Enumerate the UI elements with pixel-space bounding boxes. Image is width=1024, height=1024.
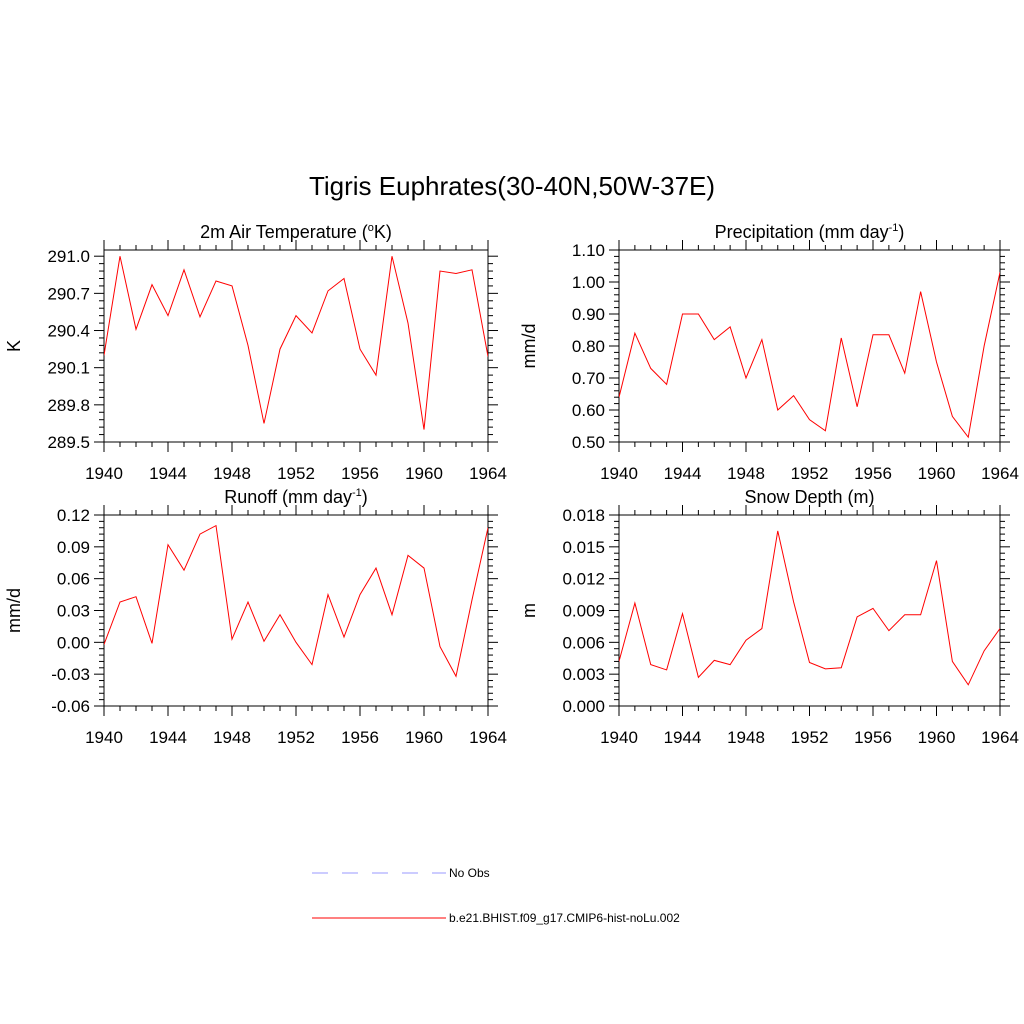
y-tick-label: 0.000 xyxy=(562,697,605,716)
panel-runoff: Runoff (mm day-1) -0.06 -0.03 0.00 0.03 0.06 0… xyxy=(4,487,507,747)
y-tick-label: 290.7 xyxy=(47,284,90,303)
y-tick-label: 290.4 xyxy=(47,322,90,341)
series-line-snow-depth xyxy=(619,530,1000,686)
x-tick-label: 1948 xyxy=(213,464,251,483)
legend-label-no-obs: No Obs xyxy=(449,866,490,880)
x-tick-label: 1952 xyxy=(277,464,315,483)
x-tick-label: 1952 xyxy=(791,728,829,747)
y-tick-label: 0.003 xyxy=(562,665,605,684)
panel-title-part: o xyxy=(368,222,374,234)
x-tick-label: 1944 xyxy=(149,728,187,747)
x-tick-label: 1948 xyxy=(727,464,765,483)
ticks-runoff xyxy=(94,505,498,716)
y-axis-label: K xyxy=(4,340,24,352)
panel-title-part: Runoff (mm day xyxy=(224,487,352,507)
x-tick-label: 1956 xyxy=(854,728,892,747)
y-tick-label: 1.00 xyxy=(572,273,605,292)
plot-frame-snow-depth xyxy=(618,514,1001,707)
panel-title-part: ) xyxy=(898,222,904,242)
figure-title: Tigris Euphrates(30-40N,50W-37E) xyxy=(309,171,715,201)
x-tick-label: 1960 xyxy=(405,728,443,747)
y-tick-label: 0.70 xyxy=(572,369,605,388)
x-tick-label: 1944 xyxy=(664,464,702,483)
y-axis-label: mm/d xyxy=(4,588,24,633)
x-tick-label: 1952 xyxy=(791,464,829,483)
y-tick-label: 0.018 xyxy=(562,506,605,525)
y-tick-label: 1.10 xyxy=(572,241,605,260)
panel-title-part: 2m Air Temperature ( xyxy=(200,222,368,242)
series-line-runoff xyxy=(104,524,488,678)
series-line-temperature xyxy=(104,256,488,430)
y-axis-label: m xyxy=(519,603,539,618)
x-tick-label: 1940 xyxy=(85,464,123,483)
x-tick-label: 1964 xyxy=(981,464,1019,483)
y-tick-label: 0.009 xyxy=(562,602,605,621)
plot-frame-runoff xyxy=(103,514,489,707)
legend-label-run: b.e21.BHIST.f09_g17.CMIP6-hist-noLu.002 xyxy=(449,911,680,925)
x-tick-label: 1956 xyxy=(854,464,892,483)
x-tick-label: 1948 xyxy=(727,728,765,747)
series-line-precipitation xyxy=(619,272,1000,439)
y-tick-label: 289.8 xyxy=(47,396,90,415)
y-tick-label: 291.0 xyxy=(47,247,90,266)
x-tick-label: 1952 xyxy=(277,728,315,747)
y-tick-label: 0.006 xyxy=(562,633,605,652)
y-tick-label: 0.90 xyxy=(572,305,605,324)
ticks-snow-depth xyxy=(609,505,1010,716)
x-tick-label: 1960 xyxy=(918,464,956,483)
ticks-precipitation xyxy=(609,240,1010,452)
x-tick-label: 1964 xyxy=(469,464,507,483)
y-tick-label: -0.03 xyxy=(51,665,90,684)
panel-title-precipitation: Precipitation (mm day-1) xyxy=(715,222,905,242)
panel-precipitation: Precipitation (mm day-1) 0.50 0.60 0.70 0.80… xyxy=(519,222,1019,483)
x-tick-label: 1948 xyxy=(213,728,251,747)
x-tick-label: 1964 xyxy=(469,728,507,747)
y-tick-label: 0.012 xyxy=(562,570,605,589)
y-tick-label: 0.015 xyxy=(562,538,605,557)
panel-temperature: 2m Air Temperature (oK) 289.5 289.8 290.1 29… xyxy=(4,222,507,483)
x-tick-label: 1940 xyxy=(600,728,638,747)
panel-title-temperature: 2m Air Temperature (oK) xyxy=(200,222,392,242)
plot-frame-precipitation xyxy=(618,249,1001,443)
x-tick-label: 1960 xyxy=(918,728,956,747)
panel-title-part: ) xyxy=(362,487,368,507)
y-tick-label: 0.50 xyxy=(572,433,605,452)
y-tick-label: 0.03 xyxy=(57,602,90,621)
panel-title-runoff: Runoff (mm day-1) xyxy=(224,487,368,507)
panel-title-part: Snow Depth (m) xyxy=(744,487,874,507)
panel-title-part: -1 xyxy=(352,487,362,499)
panel-snow-depth: Snow Depth (m) 0.000 0.003 0.006 0.009 0.012 0… xyxy=(519,487,1019,747)
y-tick-label: -0.06 xyxy=(51,697,90,716)
legend: No Obs b.e21.BHIST.f09_g17.CMIP6-hist-no… xyxy=(312,866,680,925)
x-tick-label: 1944 xyxy=(664,728,702,747)
x-tick-label: 1956 xyxy=(341,728,379,747)
plot-frame-temperature xyxy=(103,249,489,443)
panel-title-part: Precipitation (mm day xyxy=(715,222,889,242)
panel-title-part: -1 xyxy=(889,222,899,234)
y-tick-label: 0.09 xyxy=(57,538,90,557)
x-tick-label: 1956 xyxy=(341,464,379,483)
y-tick-label: 0.00 xyxy=(57,633,90,652)
y-tick-label: 0.80 xyxy=(572,337,605,356)
panel-title-part: K) xyxy=(374,222,392,242)
x-tick-label: 1944 xyxy=(149,464,187,483)
x-tick-label: 1964 xyxy=(981,728,1019,747)
y-axis-label: mm/d xyxy=(519,324,539,369)
panels: 2m Air Temperature (oK)289.5289.8290.129… xyxy=(4,222,1019,747)
panel-title-snow-depth: Snow Depth (m) xyxy=(744,487,874,507)
y-tick-label: 0.12 xyxy=(57,506,90,525)
y-tick-label: 290.1 xyxy=(47,359,90,378)
x-tick-label: 1940 xyxy=(85,728,123,747)
y-tick-label: 0.06 xyxy=(57,570,90,589)
x-tick-label: 1940 xyxy=(600,464,638,483)
y-tick-label: 0.60 xyxy=(572,401,605,420)
x-tick-label: 1960 xyxy=(405,464,443,483)
ticks-temperature xyxy=(94,240,498,452)
y-tick-label: 289.5 xyxy=(47,433,90,452)
